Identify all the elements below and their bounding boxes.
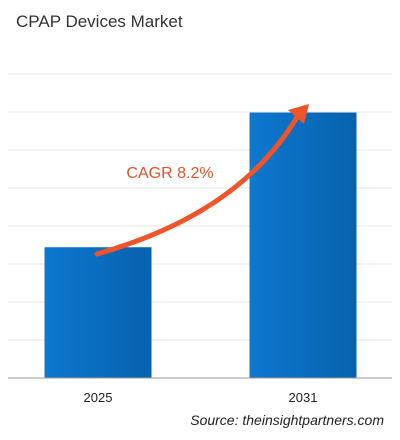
bars (44, 112, 357, 379)
bar-2031 (249, 112, 357, 379)
chart-title: CPAP Devices Market (16, 12, 183, 31)
bar-2025 (44, 247, 152, 378)
x-tick-labels: 2025 2031 (84, 390, 318, 405)
x-tick-label-2025: 2025 (84, 390, 113, 405)
source-note: Source: theinsightpartners.com (190, 412, 384, 428)
cagr-arrow (94, 109, 303, 257)
cagr-arrowhead (288, 104, 309, 124)
cagr-label: CAGR 8.2% (126, 165, 213, 182)
x-tick-label-2031: 2031 (289, 390, 318, 405)
